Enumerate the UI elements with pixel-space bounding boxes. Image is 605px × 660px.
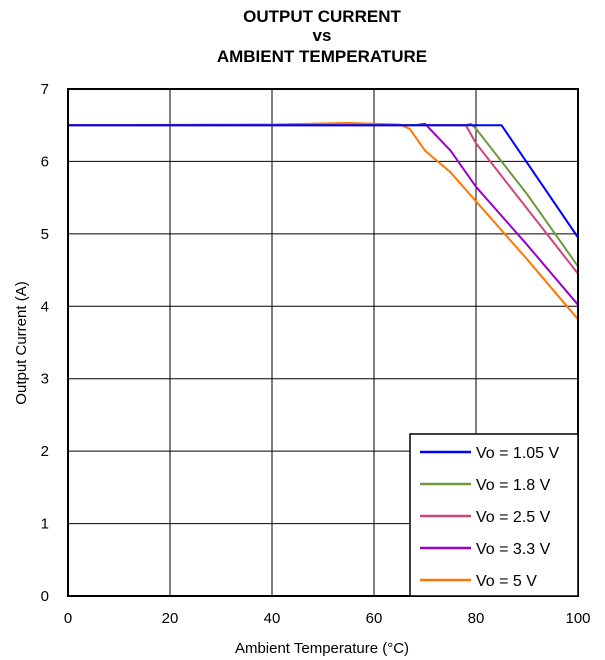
x-tick-label: 60 xyxy=(366,610,383,627)
legend-label: Vo = 2.5 V xyxy=(476,509,551,526)
series-line xyxy=(67,122,579,320)
y-tick-label: 4 xyxy=(41,298,49,315)
plot-frame xyxy=(67,88,579,597)
x-tick-label: 100 xyxy=(565,610,590,627)
legend-label: Vo = 1.8 V xyxy=(476,477,551,494)
series-line xyxy=(68,124,579,239)
y-tick-label: 0 xyxy=(41,588,49,605)
y-tick-label: 3 xyxy=(41,371,49,388)
y-tick-label: 5 xyxy=(41,226,49,243)
x-tick-label: 40 xyxy=(264,610,281,627)
y-tick-labels: 0 1 2 3 4 5 6 7 xyxy=(41,81,49,605)
x-tick-label: 0 xyxy=(64,610,72,627)
legend-label: Vo = 5 V xyxy=(476,573,537,590)
series-line xyxy=(68,124,579,275)
series-line xyxy=(68,122,579,267)
x-tick-label: 20 xyxy=(162,610,179,627)
series-lines xyxy=(67,122,579,320)
legend-label: Vo = 1.05 V xyxy=(476,445,560,462)
x-tick-labels: 0 20 40 60 80 100 xyxy=(64,610,591,627)
y-tick-label: 6 xyxy=(41,153,49,170)
chart-title-line-1: OUTPUT CURRENT xyxy=(243,7,401,26)
legend: Vo = 1.05 V Vo = 1.8 V Vo = 2.5 V Vo = 3.3 … xyxy=(409,433,579,597)
x-tick-label: 80 xyxy=(468,610,485,627)
y-tick-label: 2 xyxy=(41,443,49,460)
x-axis-title: Ambient Temperature (°C) xyxy=(235,640,409,657)
y-axis-title: Output Current (A) xyxy=(13,281,30,404)
series-line xyxy=(68,122,579,306)
y-tick-label: 7 xyxy=(41,81,49,98)
y-tick-label: 1 xyxy=(41,516,49,533)
chart-title-line-2: vs xyxy=(313,26,332,45)
legend-label: Vo = 3.3 V xyxy=(476,541,551,558)
chart-title-line-3: AMBIENT TEMPERATURE xyxy=(217,47,427,66)
